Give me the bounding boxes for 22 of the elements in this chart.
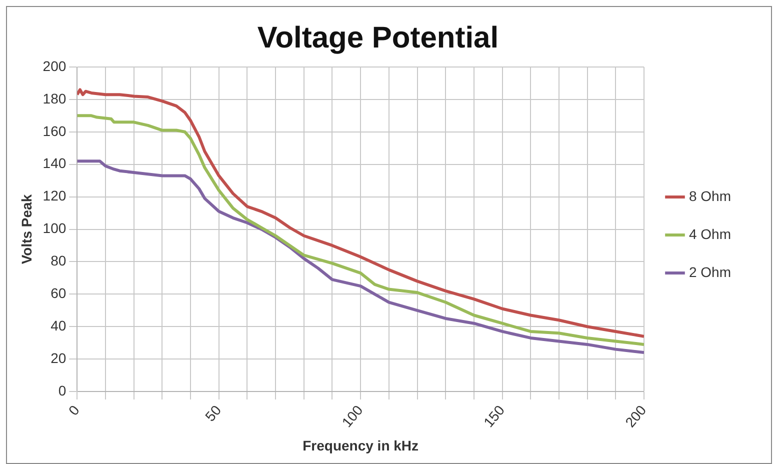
y-tick-label: 40 (50, 317, 66, 334)
y-tick-label: 140 (42, 155, 66, 172)
x-tick-label: 0 (65, 402, 83, 418)
x-tick-label: 150 (480, 402, 508, 430)
x-axis-title: Frequency in kHz (302, 437, 419, 454)
legend-label: 8 Ohm (688, 188, 731, 204)
y-tick-label: 200 (42, 58, 66, 74)
y-tick-label: 120 (42, 188, 66, 204)
y-axis-title: Volts Peak (18, 194, 34, 264)
y-tick-label: 0 (58, 382, 66, 398)
y-tick-label: 180 (42, 90, 66, 106)
chart-title: Voltage Potential (257, 21, 499, 54)
x-tick-label: 50 (202, 402, 224, 424)
legend-label: 4 Ohm (688, 226, 731, 242)
x-tick-label: 200 (622, 402, 650, 430)
y-tick-label: 60 (50, 285, 66, 302)
y-tick-label: 100 (42, 220, 66, 236)
legend-label: 2 Ohm (688, 264, 731, 280)
y-tick-label: 80 (50, 252, 66, 269)
y-tick-label: 160 (42, 122, 66, 139)
x-tick-label: 100 (338, 402, 366, 430)
y-tick-label: 20 (50, 350, 66, 366)
